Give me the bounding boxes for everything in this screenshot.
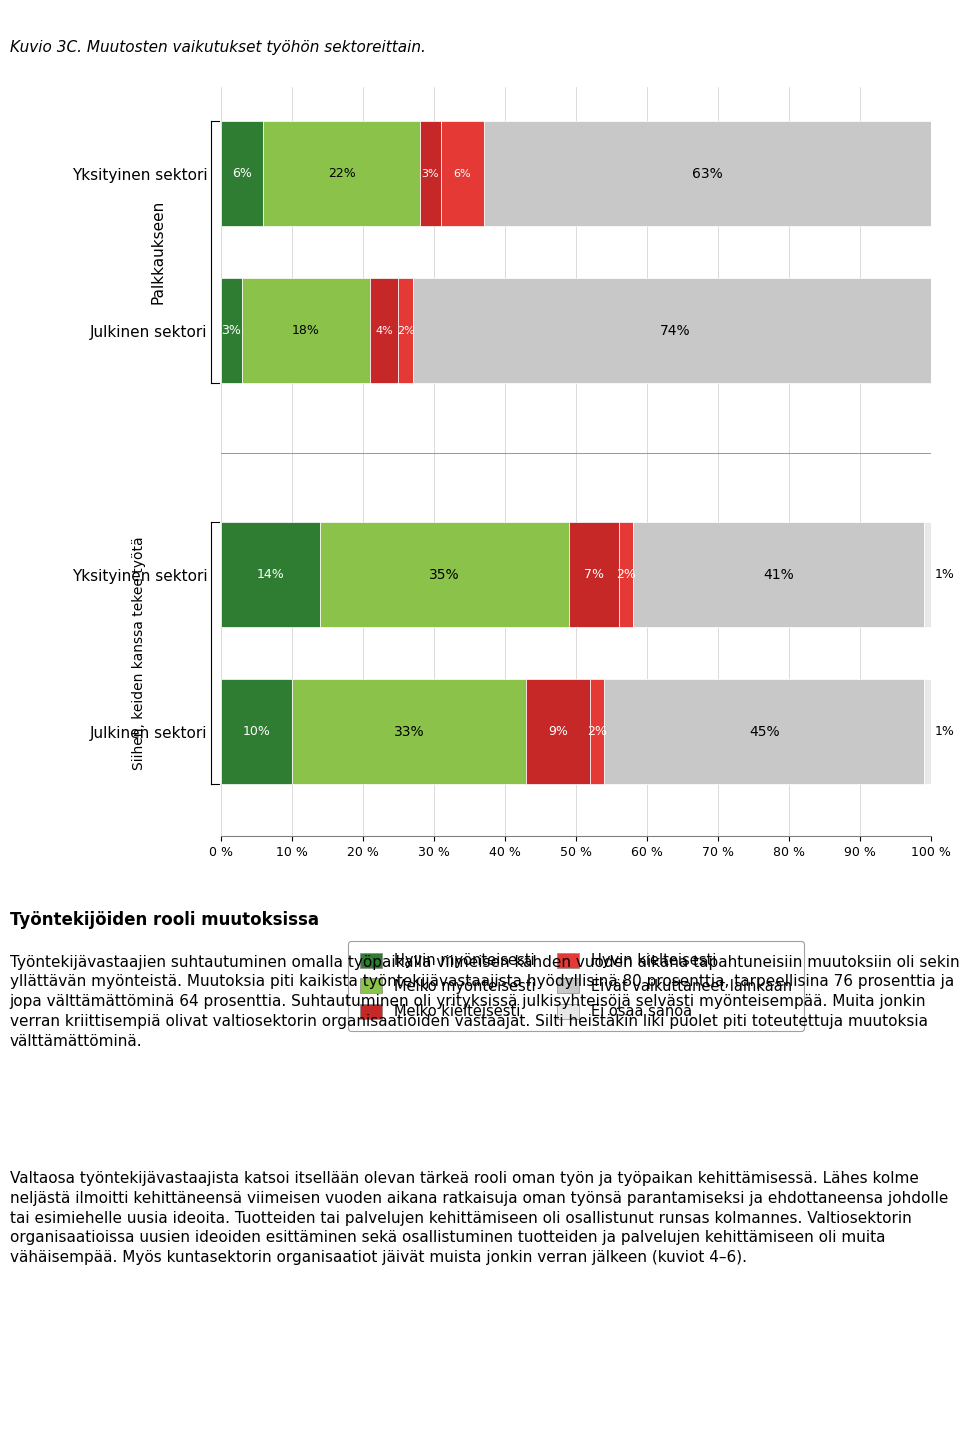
Bar	[221, 522, 321, 627]
Text: 10%: 10%	[242, 725, 271, 738]
Text: Valtaosa työntekijävastaajista katsoi itsellään olevan tärkeä rooli oman työn ja: Valtaosa työntekijävastaajista katsoi it…	[10, 1171, 948, 1265]
Bar	[263, 121, 420, 226]
Text: 2%: 2%	[588, 725, 608, 738]
Bar	[321, 522, 569, 627]
Text: 7%: 7%	[584, 568, 604, 581]
Bar	[590, 679, 605, 784]
Text: 74%: 74%	[660, 323, 691, 337]
Text: 4%: 4%	[375, 326, 393, 336]
Text: Palkkaukseen: Palkkaukseen	[151, 200, 166, 304]
Text: 33%: 33%	[394, 725, 424, 738]
Text: 1%: 1%	[935, 568, 954, 581]
Bar	[292, 679, 526, 784]
Bar	[221, 121, 263, 226]
Bar	[569, 522, 618, 627]
Text: 41%: 41%	[763, 568, 794, 581]
Bar	[441, 121, 484, 226]
Text: 35%: 35%	[429, 568, 460, 581]
Text: 3%: 3%	[421, 169, 439, 179]
Bar	[413, 278, 938, 384]
Text: 63%: 63%	[692, 167, 723, 180]
Text: 9%: 9%	[548, 725, 568, 738]
Bar	[370, 278, 398, 384]
Text: 45%: 45%	[749, 725, 780, 738]
Bar	[605, 679, 924, 784]
Text: 2%: 2%	[615, 568, 636, 581]
Bar	[221, 679, 292, 784]
Text: 3%: 3%	[222, 324, 241, 337]
Text: 1%: 1%	[935, 725, 954, 738]
Text: Kuvio 3C. Muutosten vaikutukset työhön sektoreittain.: Kuvio 3C. Muutosten vaikutukset työhön s…	[10, 40, 425, 55]
Bar	[526, 679, 590, 784]
Bar	[398, 278, 413, 384]
Text: 18%: 18%	[292, 324, 320, 337]
Text: 14%: 14%	[256, 568, 284, 581]
Text: 22%: 22%	[327, 167, 355, 180]
Bar	[924, 522, 931, 627]
Text: 6%: 6%	[453, 169, 471, 179]
Text: Työntekijöiden rooli muutoksissa: Työntekijöiden rooli muutoksissa	[10, 911, 319, 929]
Bar	[618, 522, 633, 627]
Bar	[420, 121, 441, 226]
Bar	[633, 522, 924, 627]
Bar	[924, 679, 931, 784]
Text: 6%: 6%	[232, 167, 252, 180]
Legend: Hyvin myönteisesti, Melko myönteisesti, Melko kielteisesti, Hyvin kielteisesti, : Hyvin myönteisesti, Melko myönteisesti, …	[348, 942, 804, 1031]
Bar	[484, 121, 931, 226]
Bar	[242, 278, 370, 384]
Text: 2%: 2%	[396, 326, 415, 336]
Text: Työntekijävastaajien suhtautuminen omalla työpaikalla viimeisen kahden vuoden ai: Työntekijävastaajien suhtautuminen omall…	[10, 955, 959, 1048]
Text: Siihen, keiden kanssa tekee työtä: Siihen, keiden kanssa tekee työtä	[132, 536, 146, 770]
Bar	[221, 278, 242, 384]
